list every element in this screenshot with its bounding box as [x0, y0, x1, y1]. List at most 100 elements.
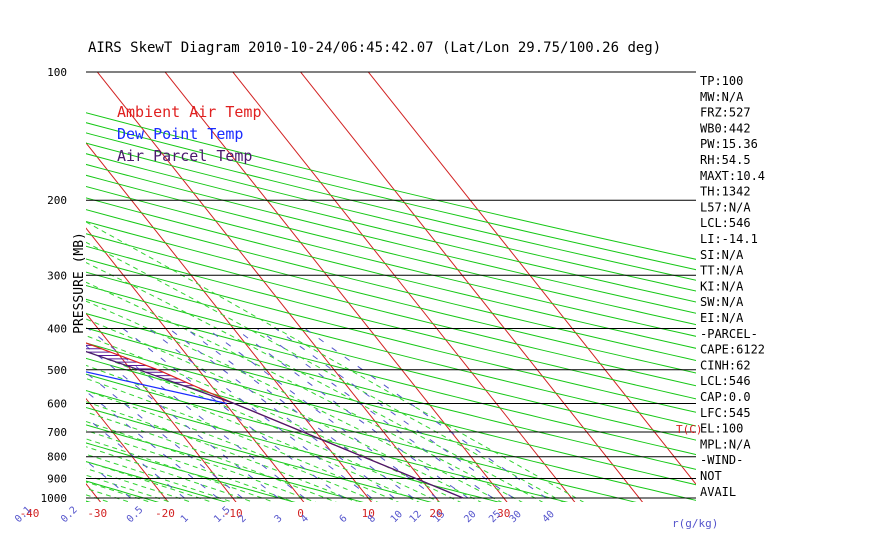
- dry-adiabat-line: [86, 390, 501, 502]
- mixing-ratio-unit-label: r(g/kg): [672, 517, 718, 530]
- index-entry: SI:N/A: [700, 248, 744, 262]
- index-entry: LCL:546: [700, 216, 751, 230]
- dry-adiabat-line: [0, 53, 37, 508]
- dry-adiabat-line: [86, 406, 432, 502]
- dry-adiabat-line: [86, 298, 696, 456]
- index-entry: LFC:545: [700, 406, 751, 420]
- bottom-temperature-tick-label: 30: [497, 507, 510, 520]
- index-entry: EL:100: [700, 422, 743, 436]
- bottom-temperature-tick-label: -40: [20, 507, 40, 520]
- pressure-tick-label: 700: [47, 426, 67, 439]
- legend-entry-parcel: Air Parcel Temp: [117, 147, 252, 165]
- mixing-ratio-line: [185, 328, 414, 499]
- moist-adiabat-line: [86, 300, 503, 502]
- dry-adiabat-line: [86, 327, 696, 486]
- mixing-ratio-label: 6: [338, 513, 350, 525]
- index-entry: L57:N/A: [700, 200, 751, 214]
- mixing-ratio-label: 40: [541, 509, 557, 525]
- dry-adiabat-line: [86, 313, 696, 470]
- index-entry: -WIND-: [700, 453, 743, 467]
- moist-adiabat-line: [86, 350, 441, 502]
- mixing-ratio-line: [86, 345, 279, 499]
- mixing-ratio-label: 1: [179, 513, 191, 525]
- dry-adiabat-line: [86, 132, 696, 281]
- index-entry: -PARCEL-: [700, 327, 758, 341]
- legend: Ambient Air Temp Dew Point Temp Air Parcel…: [117, 103, 262, 165]
- dry-adiabat-line: [86, 342, 696, 501]
- mixing-ratio-label: 4: [299, 513, 311, 525]
- moist-adiabat-line: [86, 467, 193, 502]
- bottom-temperature-tick-label: -30: [87, 507, 107, 520]
- moist-adiabat-line: [86, 318, 482, 502]
- mixing-ratio-label: 20: [462, 509, 478, 525]
- isotherm-line: [86, 312, 237, 502]
- mixing-ratio-label: 2: [237, 513, 249, 525]
- pressure-tick-label: 300: [47, 269, 67, 282]
- index-entry: TH:1342: [700, 185, 751, 199]
- dry-adiabat-line: [86, 112, 696, 260]
- dry-adiabat-line: [86, 197, 696, 349]
- dry-adiabat-line: [86, 373, 569, 502]
- mixing-ratio-label: 8: [366, 513, 378, 525]
- dry-adiabat-line: [86, 185, 696, 337]
- pressure-tick-label: 900: [47, 473, 67, 486]
- dry-adiabat-line: [86, 357, 637, 502]
- index-entry: MW:N/A: [700, 90, 744, 104]
- y-axis-label: PRESSURE (MB): [72, 232, 87, 334]
- dry-adiabat-line: [86, 221, 696, 374]
- dry-adiabat-line: [86, 209, 696, 361]
- index-entry: MPL:N/A: [700, 437, 751, 451]
- moist-adiabat-line: [86, 453, 234, 502]
- index-entry: CAPE:6122: [700, 343, 765, 357]
- isotherm-line: [164, 72, 508, 502]
- dry-adiabat-line: [86, 258, 696, 413]
- dry-adiabat-line: [86, 461, 228, 502]
- bottom-temperature-tick-label: -20: [155, 507, 175, 520]
- index-entry: FRZ:527: [700, 106, 751, 120]
- mixing-ratio-line: [0, 329, 19, 499]
- dry-adiabat-line: [86, 271, 696, 427]
- index-entry: NOT: [700, 469, 722, 483]
- mixing-ratio-label: 0.5: [125, 505, 146, 526]
- index-entry: TP:100: [700, 74, 743, 88]
- dry-adiabat-line: [86, 424, 364, 502]
- dry-adiabat-line: [86, 233, 696, 387]
- index-entry: EI:N/A: [700, 311, 744, 325]
- mixing-ratio-label: 0.2: [59, 505, 80, 526]
- bottom-temperature-tick-label: 20: [429, 507, 442, 520]
- dry-adiabat-line: [86, 163, 696, 314]
- cape-hatch: [86, 344, 194, 387]
- moist-adiabat-line: [86, 438, 275, 502]
- series-line-ambient: [86, 342, 464, 499]
- moist-adiabat-line: [86, 281, 523, 502]
- dry-adiabat-line: [86, 142, 696, 292]
- chart-title: AIRS SkewT Diagram 2010-10-24/06:45:42.0…: [88, 40, 661, 56]
- isotherm-line: [299, 72, 644, 502]
- dry-adiabat-line: [86, 153, 696, 303]
- pressure-tick-label: 400: [47, 322, 67, 335]
- index-entry: TT:N/A: [700, 264, 744, 278]
- isobar-lines: [86, 71, 696, 499]
- isotherm-line: [86, 142, 373, 502]
- pressure-tick-label: 800: [47, 451, 67, 464]
- moist-adiabat-line: [86, 377, 400, 502]
- isotherm-line: [86, 397, 169, 502]
- mixing-ratio-label: 12: [408, 509, 424, 525]
- dry-adiabat-line: [86, 174, 696, 326]
- moist-adiabat-line: [86, 411, 337, 502]
- dry-adiabat-line: [86, 285, 696, 441]
- temperature-unit-label: T(C): [676, 423, 703, 436]
- index-entry: AVAIL: [700, 485, 736, 499]
- bottom-temperature-tick-label: 0: [297, 507, 304, 520]
- index-entry: CINH:62: [700, 358, 751, 372]
- background-grid: [0, 53, 696, 508]
- bottom-temperature-tick-label: -10: [223, 507, 243, 520]
- pressure-tick-label: 200: [47, 194, 67, 207]
- index-entry: SW:N/A: [700, 295, 744, 309]
- legend-entry-dewpoint: Dew Point Temp: [117, 125, 243, 143]
- isotherm-line: [0, 53, 37, 508]
- moist-adiabat-line: [86, 221, 585, 502]
- index-entry: LCL:546: [700, 374, 751, 388]
- index-entry: RH:54.5: [700, 153, 751, 167]
